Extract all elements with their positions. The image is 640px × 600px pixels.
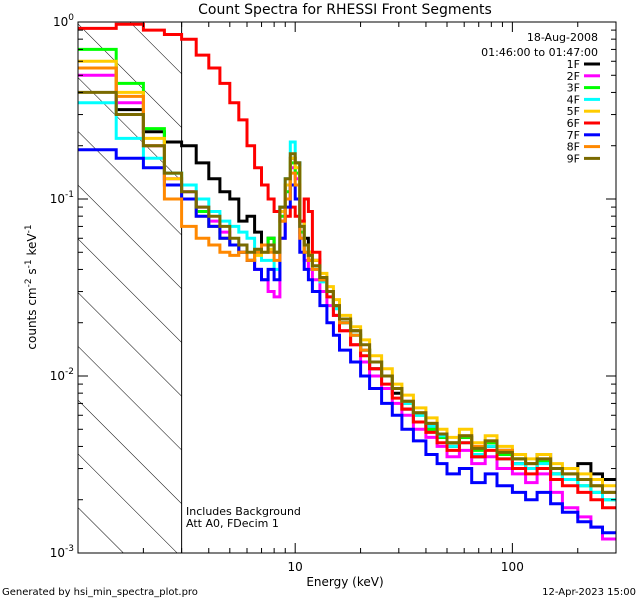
date-line: 18-Aug-2008 bbox=[527, 31, 598, 44]
note-attenuator: Att A0, FDecim 1 bbox=[186, 517, 279, 530]
series-line-6F bbox=[78, 22, 616, 510]
y-label-part-3: keV bbox=[25, 233, 39, 260]
time-range: 01:46:00 to 01:47:00 bbox=[481, 46, 598, 59]
y-label-sup-3: -1 bbox=[24, 224, 34, 233]
chart-title: Count Spectra for RHESSI Front Segments bbox=[198, 2, 492, 18]
legend-label-5F: 5F bbox=[567, 105, 580, 118]
legend-label-3F: 3F bbox=[567, 82, 580, 95]
y-tick-label: 10-2 bbox=[50, 367, 74, 383]
x-tick-label: 100 bbox=[501, 560, 524, 574]
y-label-sup-1: -2 bbox=[24, 278, 34, 287]
axis-ticks: 10 100 100 10-1 10-2 10-3 bbox=[50, 13, 616, 574]
y-axis-label: counts cm-2 s-1 keV-1 bbox=[24, 224, 39, 349]
y-label-part-2: s bbox=[25, 268, 39, 278]
footer-timestamp: 12-Apr-2023 15:00 bbox=[542, 587, 636, 598]
series-line-9F bbox=[78, 90, 616, 494]
legend-label-6F: 6F bbox=[567, 117, 580, 130]
legend-label-8F: 8F bbox=[567, 141, 580, 154]
series-line-7F bbox=[78, 148, 616, 535]
x-tick-label: 10 bbox=[288, 560, 303, 574]
plot-frame bbox=[77, 21, 617, 554]
y-tick-label: 10-3 bbox=[50, 544, 74, 560]
legend-label-4F: 4F bbox=[567, 93, 580, 106]
note-background: Includes Background bbox=[186, 505, 301, 518]
legend-label-1F: 1F bbox=[567, 58, 580, 71]
legend-label-9F: 9F bbox=[567, 152, 580, 165]
x-axis-label: Energy (keV) bbox=[306, 575, 383, 589]
y-tick-label: 10-1 bbox=[50, 190, 74, 206]
y-label-sup-2: -1 bbox=[24, 259, 34, 268]
legend-label-7F: 7F bbox=[567, 129, 580, 142]
y-label-part-1: counts cm bbox=[25, 287, 39, 349]
series-group bbox=[78, 22, 616, 541]
legend-label-2F: 2F bbox=[567, 70, 580, 83]
footer-generator: Generated by hsi_min_spectra_plot.pro bbox=[2, 587, 198, 598]
y-tick-label: 100 bbox=[53, 13, 74, 29]
